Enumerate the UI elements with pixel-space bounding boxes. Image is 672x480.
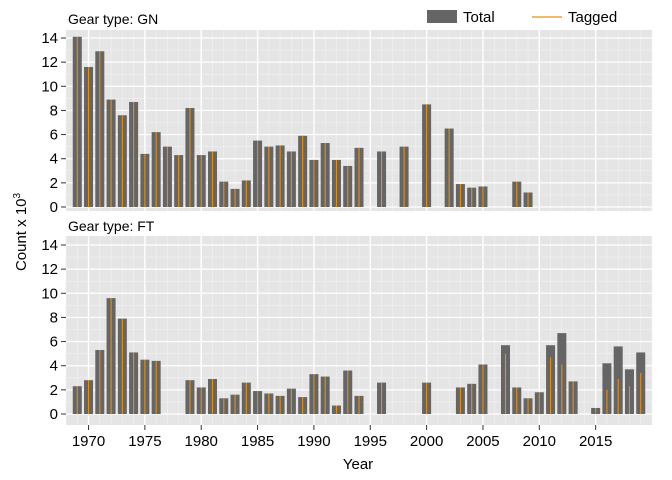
x-axis: 1970 1975 1980 1985 1990 1995 2000 2005 2010 2015 xyxy=(72,425,612,450)
y-tick-label: 0 xyxy=(50,406,58,423)
x-tick-label: 2005 xyxy=(466,433,499,450)
legend: Total Tagged xyxy=(427,9,617,26)
panel-bars xyxy=(72,298,646,414)
x-tick-label: 2010 xyxy=(523,433,556,450)
panel-ft: 0 2 4 6 8 10 12 14 Gear type: FT xyxy=(41,218,653,425)
y-tick-label: 14 xyxy=(41,237,58,254)
panel-y-axis: 0 2 4 6 8 10 12 14 xyxy=(41,30,66,216)
panel-bars xyxy=(72,36,533,208)
x-tick-label: 1980 xyxy=(185,433,218,450)
x-axis-title: Year xyxy=(343,456,373,473)
x-tick-label: 2015 xyxy=(579,433,612,450)
y-tick-label: 2 xyxy=(50,175,58,192)
y-tick-label: 12 xyxy=(41,54,58,71)
panel-gn: 0 2 4 6 8 10 12 14 Gear type: GN xyxy=(41,11,653,216)
y-tick-label: 10 xyxy=(41,285,58,302)
x-tick-label: 1990 xyxy=(297,433,330,450)
y-tick-label: 6 xyxy=(50,334,58,351)
y-tick-label: 4 xyxy=(50,151,58,168)
y-tick-label: 2 xyxy=(50,382,58,399)
y-tick-label: 8 xyxy=(50,309,58,326)
y-tick-label: 8 xyxy=(50,102,58,119)
x-tick-label: 1985 xyxy=(241,433,274,450)
y-tick-label: 6 xyxy=(50,127,58,144)
x-tick-label: 1970 xyxy=(72,433,105,450)
legend-label-tagged: Tagged xyxy=(568,9,617,26)
panel-y-axis: 0 2 4 6 8 10 12 14 xyxy=(41,237,66,423)
x-tick-label: 2000 xyxy=(410,433,443,450)
y-tick-label: 10 xyxy=(41,78,58,95)
panel-title-gn: Gear type: GN xyxy=(68,11,158,27)
x-tick-label: 1995 xyxy=(354,433,387,450)
y-tick-label: 4 xyxy=(50,358,58,375)
y-tick-label: 14 xyxy=(41,30,58,47)
legend-swatch-total xyxy=(427,10,457,23)
legend-label-total: Total xyxy=(463,9,495,26)
y-axis-title-main: Count x 10 xyxy=(13,199,30,272)
x-tick-label: 1975 xyxy=(128,433,161,450)
y-tick-label: 0 xyxy=(50,199,58,216)
y-axis-title: Count x 103 xyxy=(12,193,30,272)
panel-title-ft: Gear type: FT xyxy=(68,218,155,234)
bar-total xyxy=(602,363,612,414)
y-tick-label: 12 xyxy=(41,261,58,278)
y-axis-title-superscript: 3 xyxy=(12,193,23,199)
